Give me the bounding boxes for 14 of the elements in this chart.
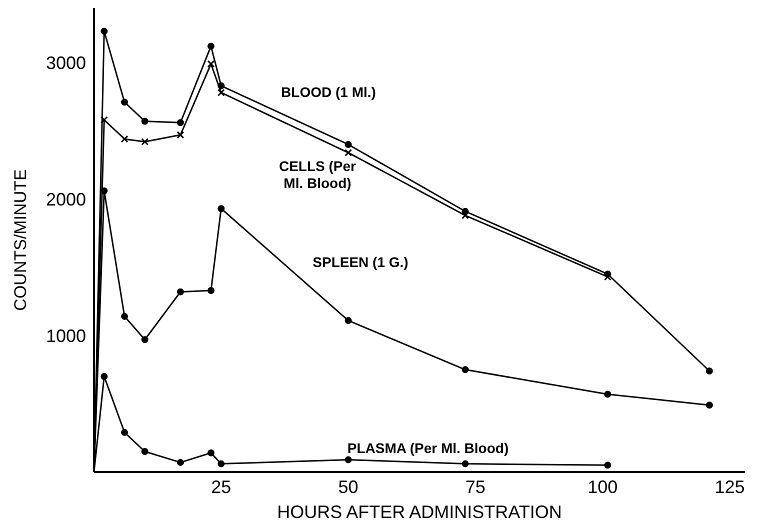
series-label: SPLEEN (1 G.): [312, 254, 410, 271]
series-label: PLASMA (Per Ml. Blood): [346, 440, 510, 457]
x-tick-label: 100: [588, 476, 618, 497]
y-tick-label: 2000: [46, 189, 86, 210]
y-axis-title: COUNTS/MINUTE: [11, 169, 30, 311]
x-tick-label: 25: [211, 476, 232, 497]
x-tick-label: 50: [338, 476, 358, 497]
y-tick-label: 1000: [46, 326, 86, 346]
series-label: CELLS (Per Ml. Blood): [278, 158, 357, 192]
x-tick-label: 125: [714, 476, 745, 497]
x-axis-title: HOURS AFTER ADMINISTRATION: [277, 502, 562, 522]
series-label: BLOOD (1 Ml.): [280, 84, 377, 101]
x-tick-label: 75: [465, 476, 486, 497]
y-tick-label: 3000: [46, 52, 86, 73]
